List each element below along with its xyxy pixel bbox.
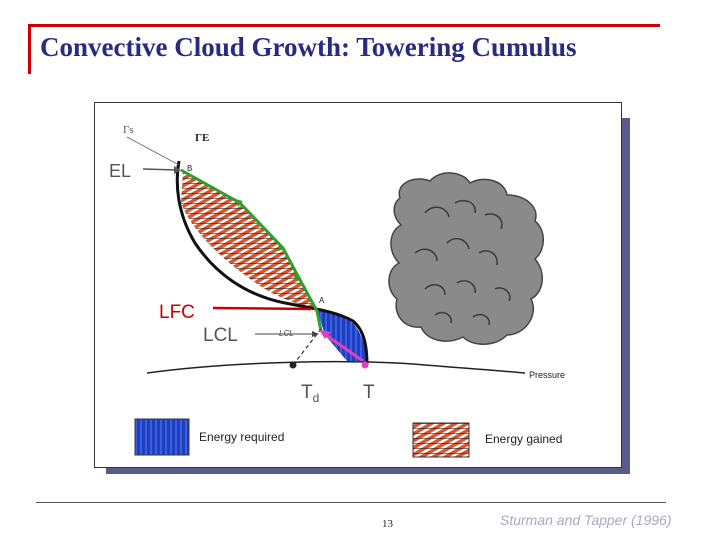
lfc-label: LFC	[159, 302, 195, 323]
lfc-line	[212, 306, 312, 311]
point-b-label: B	[187, 164, 192, 173]
td-label-main: T	[301, 382, 313, 403]
legend-energy-required: Energy required	[134, 418, 284, 456]
lifting-arrow-head	[319, 330, 331, 339]
lcl-label: LCL	[203, 325, 238, 346]
td-label-sub: d	[313, 391, 320, 405]
point-a-label: A	[319, 296, 325, 305]
cumulus-cloud	[388, 172, 544, 345]
slide-title: Convective Cloud Growth: Towering Cumulu…	[40, 32, 577, 62]
parcel-arrow-1	[235, 199, 243, 207]
pressure-label: Pressure	[529, 370, 565, 380]
environment-lapse-curve	[175, 160, 369, 366]
lcl-arrow-head	[312, 331, 319, 337]
legend-label-energy-gained: Energy gained	[485, 432, 562, 446]
el-label: EL	[109, 161, 131, 181]
el-arrow-line	[142, 168, 178, 171]
t-point	[361, 361, 369, 369]
page-number: 13	[382, 518, 393, 530]
pressure-axis	[146, 360, 526, 374]
td-label: Td	[301, 382, 319, 405]
energy-gained-stripes	[181, 171, 317, 310]
title-accent-bar-top	[28, 24, 660, 27]
source-credit: Sturman and Tapper (1996)	[500, 512, 672, 528]
parcel-arrow-2	[278, 243, 285, 251]
parcel-arrow-3	[294, 271, 301, 279]
gamma-s-label: Γs	[123, 124, 134, 136]
title-accent-bar-left	[28, 24, 31, 74]
convection-diagram: Γs ΓE EL B LFC A LCL LCL Td T Pressure E…	[109, 124, 565, 458]
legend-label-energy-required: Energy required	[199, 430, 284, 444]
lcl-small-label: LCL	[279, 329, 294, 338]
parcel-path-green	[180, 168, 323, 332]
legend-swatch-energy-gained-stripes	[413, 423, 469, 457]
el-arrow-head	[174, 166, 181, 174]
footer-divider	[36, 502, 666, 503]
t-label: T	[363, 382, 375, 403]
legend-swatch-energy-required	[134, 418, 190, 456]
td-point	[289, 361, 297, 369]
lifting-arrow-line	[322, 331, 364, 363]
figure-frame: Γs ΓE EL B LFC A LCL LCL Td T Pressure E…	[94, 102, 622, 468]
gamma-e-label: ΓE	[195, 132, 209, 144]
gamma-s-pointer	[126, 136, 180, 166]
energy-required-region	[317, 310, 367, 361]
legend-energy-gained: Energy gained	[412, 422, 562, 458]
